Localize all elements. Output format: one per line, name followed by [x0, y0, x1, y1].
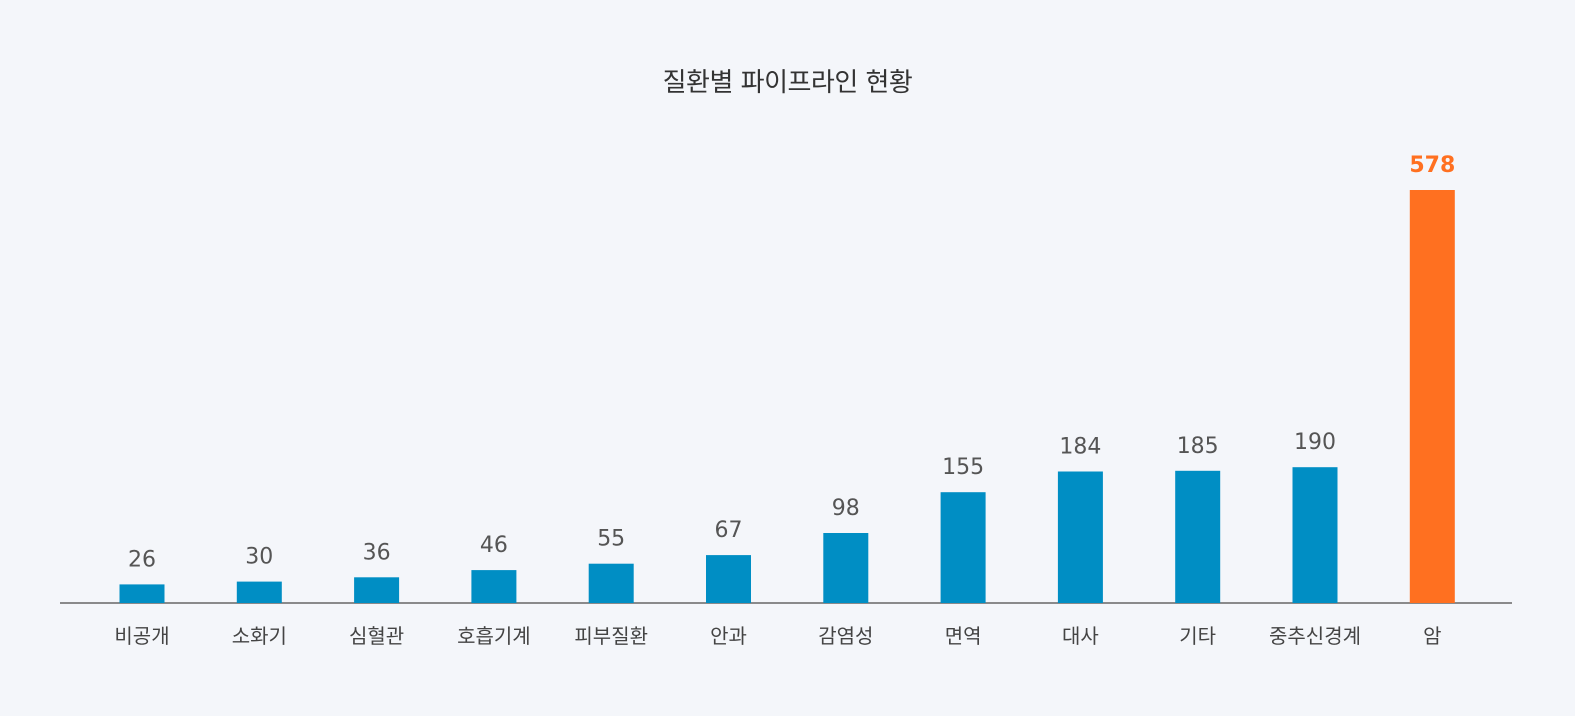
bar-8 — [1057, 471, 1103, 603]
category-label-10: 중추신경계 — [1269, 624, 1361, 648]
category-label-2: 심혈관 — [349, 624, 404, 648]
value-label-10: 190 — [1294, 430, 1336, 455]
bar-0 — [119, 584, 165, 603]
bar-3 — [471, 570, 517, 603]
value-label-0: 26 — [128, 547, 156, 572]
category-label-3: 호흡기계 — [457, 624, 531, 648]
value-label-2: 36 — [363, 540, 391, 565]
chart-title: 질환별 파이프라인 현황 — [662, 68, 913, 98]
category-label-9: 기타 — [1179, 624, 1216, 648]
value-label-11: 578 — [1409, 153, 1455, 178]
bar-1 — [236, 581, 282, 603]
value-label-3: 46 — [480, 533, 508, 558]
value-label-9: 185 — [1177, 434, 1219, 459]
category-label-11: 암 — [1423, 624, 1441, 648]
category-label-6: 감염성 — [818, 624, 873, 648]
value-label-1: 30 — [245, 545, 273, 570]
value-label-5: 67 — [715, 518, 743, 543]
category-label-4: 피부질환 — [574, 624, 648, 648]
value-label-6: 98 — [832, 496, 860, 521]
category-label-5: 안과 — [710, 624, 747, 648]
bar-10 — [1292, 467, 1338, 603]
value-label-4: 55 — [597, 527, 625, 552]
bar-7 — [940, 492, 986, 603]
bar-6 — [823, 533, 869, 603]
bar-4 — [588, 563, 634, 603]
category-label-0: 비공개 — [114, 624, 169, 648]
value-label-8: 184 — [1059, 435, 1101, 460]
bar-9 — [1175, 470, 1221, 603]
category-label-8: 대사 — [1062, 624, 1099, 648]
category-label-1: 소화기 — [232, 624, 287, 648]
bar-5 — [706, 555, 751, 603]
value-label-7: 155 — [942, 455, 984, 480]
bar-2 — [354, 577, 400, 603]
category-label-7: 면역 — [945, 624, 982, 648]
bar-11 — [1409, 190, 1455, 603]
